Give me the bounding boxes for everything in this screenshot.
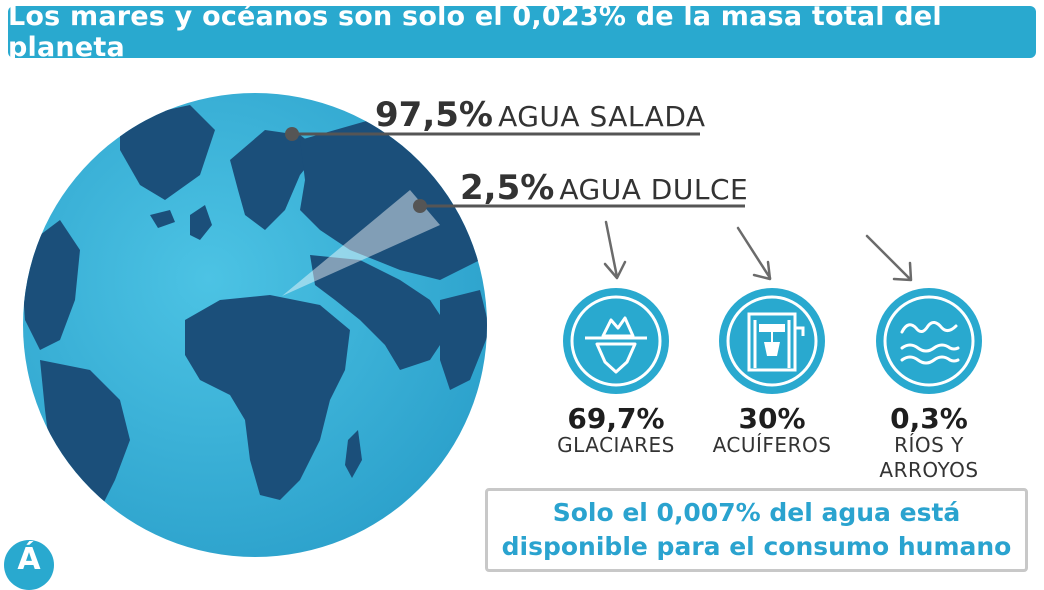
glaciers-percent: 69,7%	[567, 402, 665, 435]
aquifers-label: ACUÍFEROS	[712, 433, 832, 457]
waves-icon	[883, 295, 975, 387]
salt-water-text: AGUA SALADA	[498, 100, 706, 133]
salt-water-percent: 97,5%	[375, 95, 493, 135]
fresh-water-label: 2,5% AGUA DULCE	[460, 168, 748, 208]
note-line-2: disponible para el consumo humano	[501, 532, 1012, 561]
iceberg-icon	[570, 295, 662, 387]
well-icon	[726, 295, 818, 387]
rivers-label-line1: RÍOS Y	[894, 433, 964, 457]
note-line-1: Solo el 0,007% del agua está	[552, 498, 961, 527]
glaciers-label: GLACIARES	[557, 433, 675, 457]
rivers-label-line2: ARROYOS	[879, 458, 979, 482]
glaciers-circle	[563, 288, 669, 394]
fresh-water-text: AGUA DULCE	[559, 173, 749, 206]
page-title: Los mares y océanos son solo el 0,023% d…	[8, 1, 1036, 63]
fresh-water-percent: 2,5%	[460, 168, 555, 208]
brand-badge: Á	[4, 540, 54, 590]
aquifers-circle	[719, 288, 825, 394]
globe-illustration	[23, 93, 913, 557]
aquifers-percent: 30%	[738, 402, 806, 435]
rivers-circle	[876, 288, 982, 394]
availability-note: Solo el 0,007% del agua está disponible …	[485, 488, 1028, 572]
rivers-percent: 0,3%	[890, 402, 968, 435]
salt-water-label: 97,5% AGUA SALADA	[375, 95, 706, 135]
